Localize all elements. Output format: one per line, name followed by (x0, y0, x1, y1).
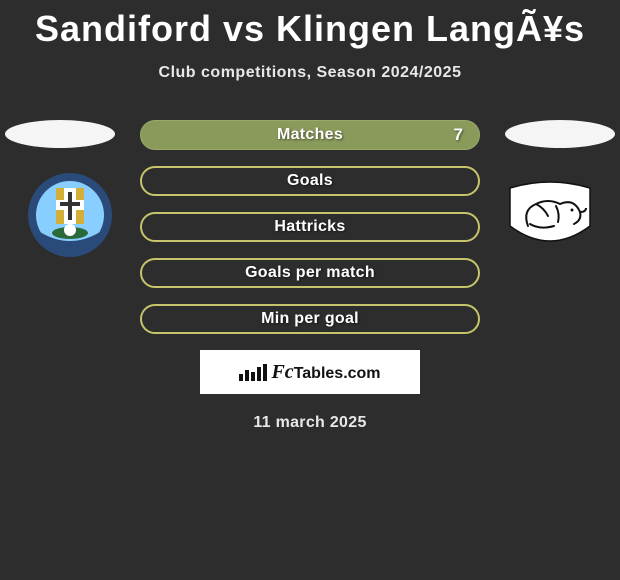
chart-icon (239, 364, 267, 381)
stat-label: Hattricks (274, 218, 345, 236)
stat-rows: Matches 7 Goals Hattricks Goals per matc… (140, 120, 480, 334)
stat-row-min-per-goal: Min per goal (140, 304, 480, 334)
stat-row-goals: Goals (140, 166, 480, 196)
brand-box: FcTables.com (200, 350, 420, 394)
stat-label: Goals per match (245, 264, 375, 282)
stat-label: Matches (277, 126, 343, 144)
player-left-oval (5, 120, 115, 148)
stat-label: Goals (287, 172, 333, 190)
club-badge-right (500, 178, 600, 278)
content-area: Matches 7 Goals Hattricks Goals per matc… (0, 120, 620, 432)
stat-row-hattricks: Hattricks (140, 212, 480, 242)
footer-date: 11 march 2025 (0, 414, 620, 432)
player-right-oval (505, 120, 615, 148)
brand-text: FcTables.com (271, 361, 380, 384)
stat-row-matches: Matches 7 (140, 120, 480, 150)
club-badge-left (20, 170, 120, 270)
stat-label: Min per goal (261, 310, 359, 328)
page-title: Sandiford vs Klingen LangÃ¥s (0, 0, 620, 50)
stat-row-goals-per-match: Goals per match (140, 258, 480, 288)
subtitle: Club competitions, Season 2024/2025 (0, 64, 620, 82)
stat-value: 7 (454, 125, 463, 145)
